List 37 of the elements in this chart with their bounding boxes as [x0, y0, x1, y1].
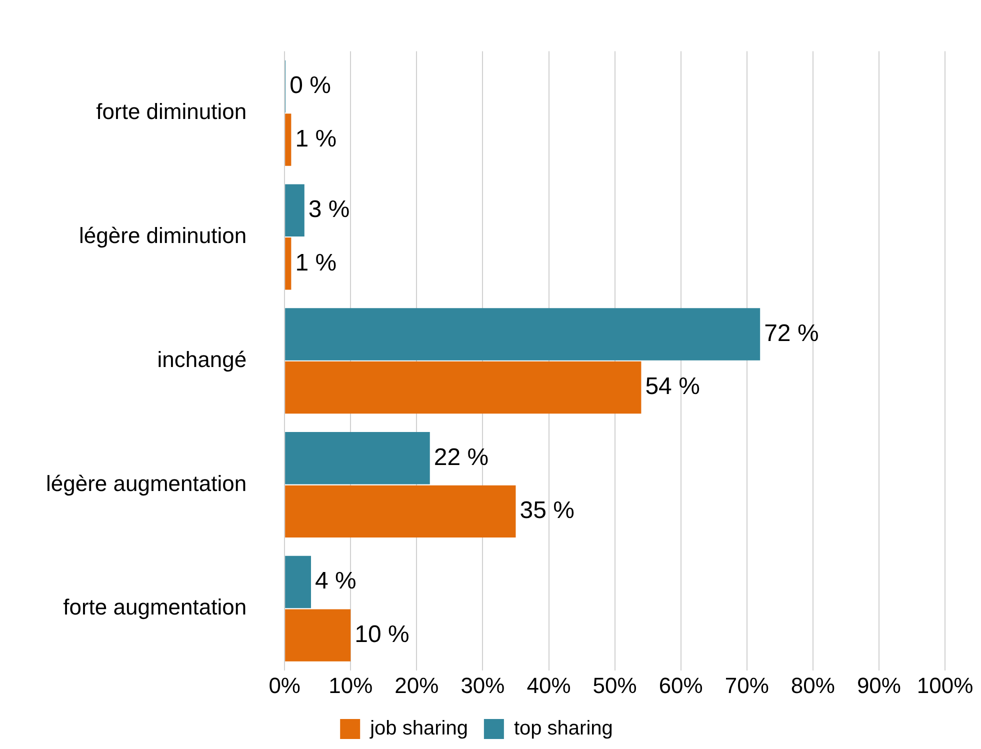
- x-tick-label: 20%: [394, 672, 439, 698]
- bar: [285, 114, 292, 166]
- y-tick-label: forte augmentation: [63, 594, 247, 620]
- data-label: 10 %: [354, 620, 410, 648]
- legend-label: job sharing: [369, 718, 468, 740]
- bar: [285, 308, 760, 360]
- data-label: 0 %: [290, 72, 331, 100]
- x-tick-label: 30%: [460, 672, 505, 698]
- x-tick-label: 70%: [724, 672, 769, 698]
- data-label: 22 %: [434, 444, 489, 471]
- data-label: 3 %: [308, 196, 350, 224]
- bar: [285, 184, 304, 236]
- y-tick-label: légère diminution: [79, 223, 247, 248]
- data-label: 1 %: [295, 249, 337, 276]
- x-tick-label: 90%: [856, 672, 901, 698]
- x-tick-label: 100%: [916, 672, 974, 698]
- data-label: 1 %: [295, 125, 337, 152]
- x-tick-label: 40%: [526, 672, 571, 698]
- x-tick-label: 60%: [658, 672, 703, 698]
- y-tick-label: forte diminution: [96, 99, 247, 124]
- bar: [285, 556, 312, 608]
- x-tick-label: 0%: [268, 672, 300, 698]
- y-tick-label: inchangé: [157, 346, 247, 372]
- bar: [285, 609, 351, 662]
- x-tick-label: 50%: [592, 672, 637, 698]
- data-label: 54 %: [645, 373, 700, 400]
- y-tick-label: légère augmentation: [46, 470, 247, 496]
- x-tick-label: 10%: [328, 672, 373, 698]
- data-label: 4 %: [315, 568, 356, 595]
- x-tick-label: 80%: [790, 672, 835, 698]
- legend-label: top sharing: [514, 718, 613, 740]
- data-label: 72 %: [764, 320, 819, 347]
- bar: [285, 485, 516, 538]
- bar: [285, 238, 292, 290]
- bar: [285, 432, 430, 484]
- bar: [285, 361, 642, 414]
- data-label: 35 %: [520, 497, 574, 524]
